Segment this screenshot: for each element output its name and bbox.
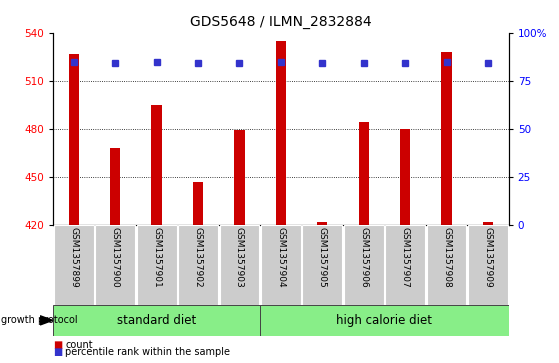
Bar: [427, 225, 466, 305]
Bar: [483, 222, 493, 225]
Text: GSM1357901: GSM1357901: [152, 228, 161, 288]
Text: ■: ■: [53, 347, 63, 357]
Bar: [468, 225, 508, 305]
Text: standard diet: standard diet: [117, 314, 196, 327]
Bar: [54, 225, 94, 305]
Bar: [110, 148, 120, 225]
Text: GSM1357905: GSM1357905: [318, 228, 327, 288]
Text: count: count: [65, 340, 93, 350]
Bar: [400, 129, 410, 225]
Bar: [385, 225, 425, 305]
Text: GSM1357902: GSM1357902: [193, 228, 202, 288]
Bar: [442, 52, 452, 225]
Bar: [261, 225, 301, 305]
Text: percentile rank within the sample: percentile rank within the sample: [65, 347, 230, 357]
Text: growth protocol: growth protocol: [1, 315, 77, 325]
Bar: [234, 130, 245, 225]
Bar: [344, 225, 383, 305]
Bar: [96, 225, 135, 305]
Bar: [193, 182, 203, 225]
Text: GSM1357904: GSM1357904: [276, 228, 286, 288]
Bar: [69, 53, 79, 225]
Bar: [260, 305, 509, 336]
Text: GSM1357899: GSM1357899: [69, 228, 78, 288]
Text: GSM1357909: GSM1357909: [484, 228, 492, 288]
Text: GSM1357907: GSM1357907: [401, 228, 410, 288]
Bar: [137, 225, 177, 305]
Bar: [317, 222, 328, 225]
Text: GSM1357900: GSM1357900: [111, 228, 120, 288]
Text: high calorie diet: high calorie diet: [337, 314, 433, 327]
Bar: [220, 225, 259, 305]
Bar: [302, 225, 342, 305]
Bar: [151, 105, 162, 225]
Text: ■: ■: [53, 340, 63, 350]
Bar: [178, 225, 218, 305]
Text: GSM1357908: GSM1357908: [442, 228, 451, 288]
Polygon shape: [40, 316, 53, 325]
Text: GSM1357906: GSM1357906: [359, 228, 368, 288]
Bar: [358, 122, 369, 225]
Bar: [276, 41, 286, 225]
Title: GDS5648 / ILMN_2832884: GDS5648 / ILMN_2832884: [190, 15, 372, 29]
Bar: [53, 305, 260, 336]
Text: GSM1357903: GSM1357903: [235, 228, 244, 288]
